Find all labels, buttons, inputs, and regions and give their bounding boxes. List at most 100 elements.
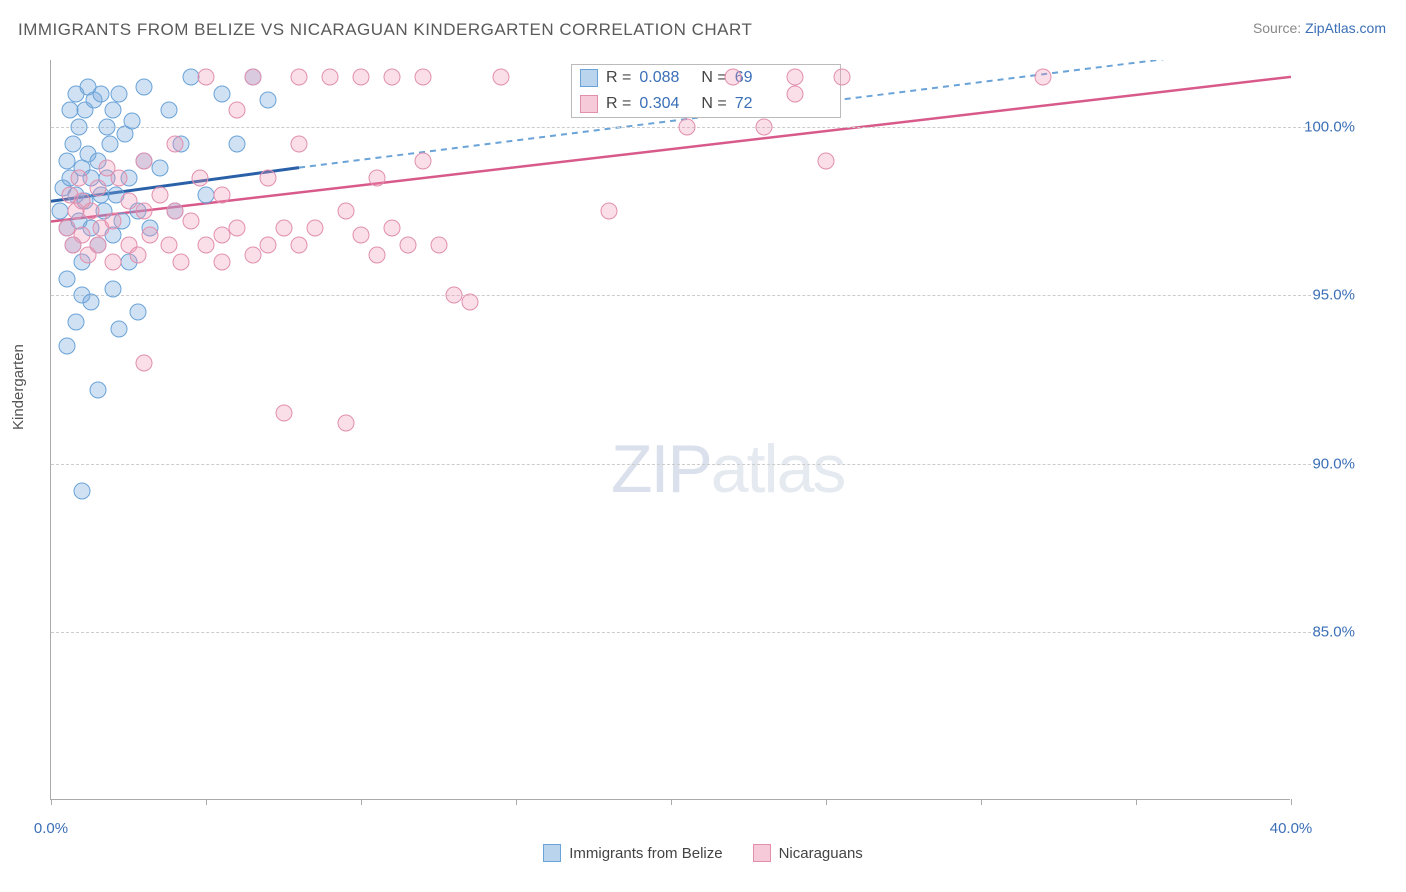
stat-r-value-belize: 0.088 — [639, 69, 679, 87]
data-point — [58, 270, 75, 287]
data-point — [384, 68, 401, 85]
data-point — [105, 253, 122, 270]
data-point — [111, 321, 128, 338]
data-point — [244, 68, 261, 85]
data-point — [89, 381, 106, 398]
data-point — [678, 119, 695, 136]
bottom-legend: Immigrants from Belize Nicaraguans — [0, 844, 1406, 862]
legend-swatch-blue-icon — [543, 844, 561, 862]
data-point — [213, 186, 230, 203]
data-point — [601, 203, 618, 220]
stat-r-label: R = — [606, 95, 631, 113]
stat-r-label: R = — [606, 69, 631, 87]
data-point — [833, 68, 850, 85]
data-point — [167, 136, 184, 153]
y-gridline — [51, 295, 1311, 296]
x-tick — [826, 799, 827, 805]
data-point — [787, 85, 804, 102]
swatch-blue-icon — [580, 69, 598, 87]
data-point — [191, 169, 208, 186]
data-point — [229, 220, 246, 237]
data-point — [167, 203, 184, 220]
data-point — [136, 78, 153, 95]
data-point — [136, 152, 153, 169]
data-point — [120, 193, 137, 210]
data-point — [291, 68, 308, 85]
y-axis-label: Kindergarten — [10, 344, 27, 430]
data-point — [492, 68, 509, 85]
source-link[interactable]: ZipAtlas.com — [1305, 20, 1386, 36]
x-tick — [671, 799, 672, 805]
data-point — [70, 169, 87, 186]
legend-item-belize: Immigrants from Belize — [543, 844, 722, 862]
stat-n-value-nicaraguans: 72 — [735, 95, 753, 113]
data-point — [415, 152, 432, 169]
data-point — [337, 203, 354, 220]
data-point — [725, 68, 742, 85]
data-point — [275, 405, 292, 422]
data-point — [89, 237, 106, 254]
data-point — [58, 337, 75, 354]
data-point — [384, 220, 401, 237]
data-point — [368, 247, 385, 264]
data-point — [111, 85, 128, 102]
data-point — [173, 253, 190, 270]
data-point — [213, 85, 230, 102]
data-point — [129, 247, 146, 264]
data-point — [322, 68, 339, 85]
x-tick — [206, 799, 207, 805]
data-point — [151, 159, 168, 176]
data-point — [151, 186, 168, 203]
x-tick — [361, 799, 362, 805]
data-point — [198, 68, 215, 85]
swatch-pink-icon — [580, 95, 598, 113]
legend-item-nicaraguans: Nicaraguans — [753, 844, 863, 862]
data-point — [160, 102, 177, 119]
data-point — [92, 85, 109, 102]
data-point — [306, 220, 323, 237]
data-point — [136, 354, 153, 371]
x-tick — [981, 799, 982, 805]
data-point — [818, 152, 835, 169]
y-gridline — [51, 464, 1311, 465]
data-point — [291, 237, 308, 254]
x-tick-label: 0.0% — [34, 820, 68, 837]
y-gridline — [51, 632, 1311, 633]
data-point — [213, 226, 230, 243]
data-point — [64, 136, 81, 153]
watermark: ZIPatlas — [611, 430, 844, 508]
legend-swatch-pink-icon — [753, 844, 771, 862]
watermark-zip: ZIP — [611, 431, 711, 507]
y-tick-label: 85.0% — [1312, 623, 1355, 640]
data-point — [58, 220, 75, 237]
x-tick-label: 40.0% — [1270, 820, 1313, 837]
data-point — [213, 253, 230, 270]
stat-n-label: N = — [701, 69, 726, 87]
data-point — [260, 237, 277, 254]
data-point — [160, 237, 177, 254]
data-point — [142, 226, 159, 243]
source-attribution: Source: ZipAtlas.com — [1253, 20, 1386, 36]
data-point — [291, 136, 308, 153]
data-point — [67, 314, 84, 331]
data-point — [1035, 68, 1052, 85]
data-point — [275, 220, 292, 237]
x-tick — [1291, 799, 1292, 805]
data-point — [136, 203, 153, 220]
data-point — [353, 226, 370, 243]
data-point — [260, 92, 277, 109]
data-point — [756, 119, 773, 136]
data-point — [89, 179, 106, 196]
y-tick-label: 100.0% — [1304, 119, 1355, 136]
y-tick-label: 95.0% — [1312, 287, 1355, 304]
stat-r-value-nicaraguans: 0.304 — [639, 95, 679, 113]
legend-label-nicaraguans: Nicaraguans — [779, 845, 863, 862]
data-point — [229, 102, 246, 119]
legend-label-belize: Immigrants from Belize — [569, 845, 722, 862]
data-point — [399, 237, 416, 254]
data-point — [244, 247, 261, 264]
data-point — [101, 136, 118, 153]
source-label: Source: — [1253, 20, 1301, 36]
data-point — [98, 119, 115, 136]
y-tick-label: 90.0% — [1312, 455, 1355, 472]
